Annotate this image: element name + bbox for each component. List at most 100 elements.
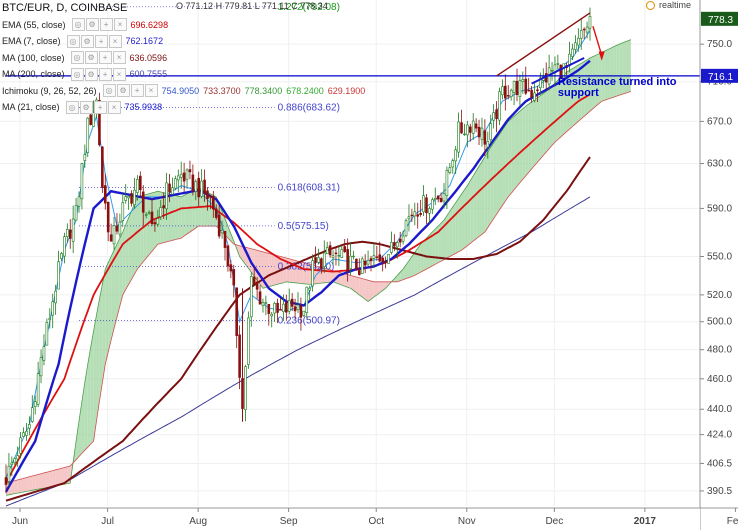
indicator-name[interactable]: EMA (7, close)	[2, 36, 61, 47]
eye-icon[interactable]: ◎	[70, 51, 84, 65]
wedge-upper-line[interactable]	[496, 12, 591, 77]
candle-body[interactable]	[282, 303, 285, 312]
candle-body[interactable]	[480, 127, 484, 140]
candle-body[interactable]	[244, 366, 247, 410]
candle-body[interactable]	[212, 196, 215, 210]
eye-icon[interactable]: ◎	[102, 84, 116, 98]
candle-body[interactable]	[68, 229, 72, 239]
candle-body[interactable]	[200, 180, 203, 197]
candle-body[interactable]	[433, 198, 437, 200]
candle-body[interactable]	[413, 211, 417, 217]
candle-body[interactable]	[194, 181, 198, 192]
candle-body[interactable]	[431, 199, 434, 210]
candle-body[interactable]	[71, 218, 75, 242]
candle-body[interactable]	[588, 16, 592, 29]
candle-body[interactable]	[124, 196, 128, 201]
candle-body[interactable]	[258, 291, 262, 305]
candle-body[interactable]	[130, 193, 133, 204]
ma200-line[interactable]	[5, 196, 591, 507]
candle-body[interactable]	[495, 109, 498, 120]
candle-body[interactable]	[33, 401, 37, 408]
candle-body[interactable]	[86, 117, 90, 153]
candle-body[interactable]	[249, 276, 253, 318]
candle-body[interactable]	[422, 195, 425, 213]
candle-body[interactable]	[416, 214, 420, 217]
candle-body[interactable]	[273, 303, 276, 314]
gear-icon[interactable]: ⚙	[84, 67, 98, 81]
candle-body[interactable]	[267, 304, 271, 314]
candle-body[interactable]	[489, 123, 493, 141]
candle-body[interactable]	[439, 197, 443, 203]
candle-body[interactable]	[349, 255, 352, 269]
candle-body[interactable]	[533, 92, 536, 101]
gear-icon[interactable]: ⚙	[80, 34, 94, 48]
candle-body[interactable]	[585, 26, 589, 33]
ma100-line[interactable]	[5, 156, 591, 502]
candle-body[interactable]	[471, 120, 475, 134]
candle-body[interactable]	[571, 48, 574, 57]
candle-body[interactable]	[299, 305, 303, 318]
candle-body[interactable]	[77, 196, 81, 207]
candle-body[interactable]	[337, 254, 341, 257]
candle-body[interactable]	[25, 430, 28, 436]
candle-body[interactable]	[48, 317, 52, 320]
candle-body[interactable]	[509, 89, 513, 97]
candle-body[interactable]	[191, 174, 195, 192]
candle-body[interactable]	[74, 205, 78, 221]
candle-body[interactable]	[226, 245, 230, 267]
candle-body[interactable]	[463, 133, 466, 136]
candle-body[interactable]	[369, 258, 373, 262]
candle-body[interactable]	[360, 258, 364, 274]
candle-body[interactable]	[536, 89, 539, 92]
candle-body[interactable]	[539, 77, 542, 89]
candle-body[interactable]	[112, 225, 116, 245]
candle-body[interactable]	[346, 249, 349, 272]
candle-body[interactable]	[7, 465, 11, 482]
candle-body[interactable]	[28, 424, 31, 429]
candle-body[interactable]	[352, 255, 355, 258]
candle-body[interactable]	[287, 300, 291, 312]
candle-body[interactable]	[556, 63, 560, 65]
candle-body[interactable]	[483, 130, 487, 145]
candle-body[interactable]	[504, 85, 507, 99]
candle-body[interactable]	[109, 234, 113, 242]
candle-body[interactable]	[206, 190, 209, 199]
candle-body[interactable]	[57, 261, 60, 290]
candle-body[interactable]	[515, 80, 519, 96]
candle-body[interactable]	[217, 214, 221, 237]
candle-body[interactable]	[168, 183, 171, 193]
candle-body[interactable]	[165, 182, 168, 210]
candle-body[interactable]	[188, 169, 192, 173]
candle-body[interactable]	[150, 211, 154, 225]
candle-body[interactable]	[156, 218, 160, 225]
candle-body[interactable]	[372, 255, 376, 259]
candle-body[interactable]	[232, 269, 236, 286]
eye-icon[interactable]: ◎	[66, 34, 80, 48]
candle-body[interactable]	[153, 222, 157, 225]
candle-body[interactable]	[381, 257, 384, 263]
candle-body[interactable]	[293, 306, 297, 312]
gear-icon[interactable]: ⚙	[84, 51, 98, 65]
candle-body[interactable]	[577, 37, 580, 46]
candle-body[interactable]	[305, 286, 309, 313]
plus-icon[interactable]: +	[94, 34, 108, 48]
candle-body[interactable]	[320, 258, 323, 269]
candle-body[interactable]	[448, 167, 452, 173]
candle-body[interactable]	[311, 260, 314, 287]
symbol-title[interactable]: BTC/EUR, D, COINBASE	[2, 2, 128, 15]
candle-body[interactable]	[203, 179, 206, 194]
candle-body[interactable]	[159, 207, 163, 218]
candle-body[interactable]	[325, 247, 329, 255]
gear-icon[interactable]: ⚙	[85, 18, 99, 32]
candle-body[interactable]	[404, 220, 408, 237]
indicator-name[interactable]: Ichimoku (9, 26, 52, 26)	[2, 85, 97, 96]
candle-body[interactable]	[454, 149, 457, 162]
candle-body[interactable]	[518, 80, 522, 98]
gear-icon[interactable]: ⚙	[116, 84, 130, 98]
candle-body[interactable]	[162, 205, 165, 209]
close-icon[interactable]: ×	[107, 100, 121, 114]
plus-icon[interactable]: +	[93, 100, 107, 114]
candle-body[interactable]	[101, 146, 104, 188]
candle-body[interactable]	[182, 172, 186, 182]
candle-body[interactable]	[238, 334, 241, 378]
